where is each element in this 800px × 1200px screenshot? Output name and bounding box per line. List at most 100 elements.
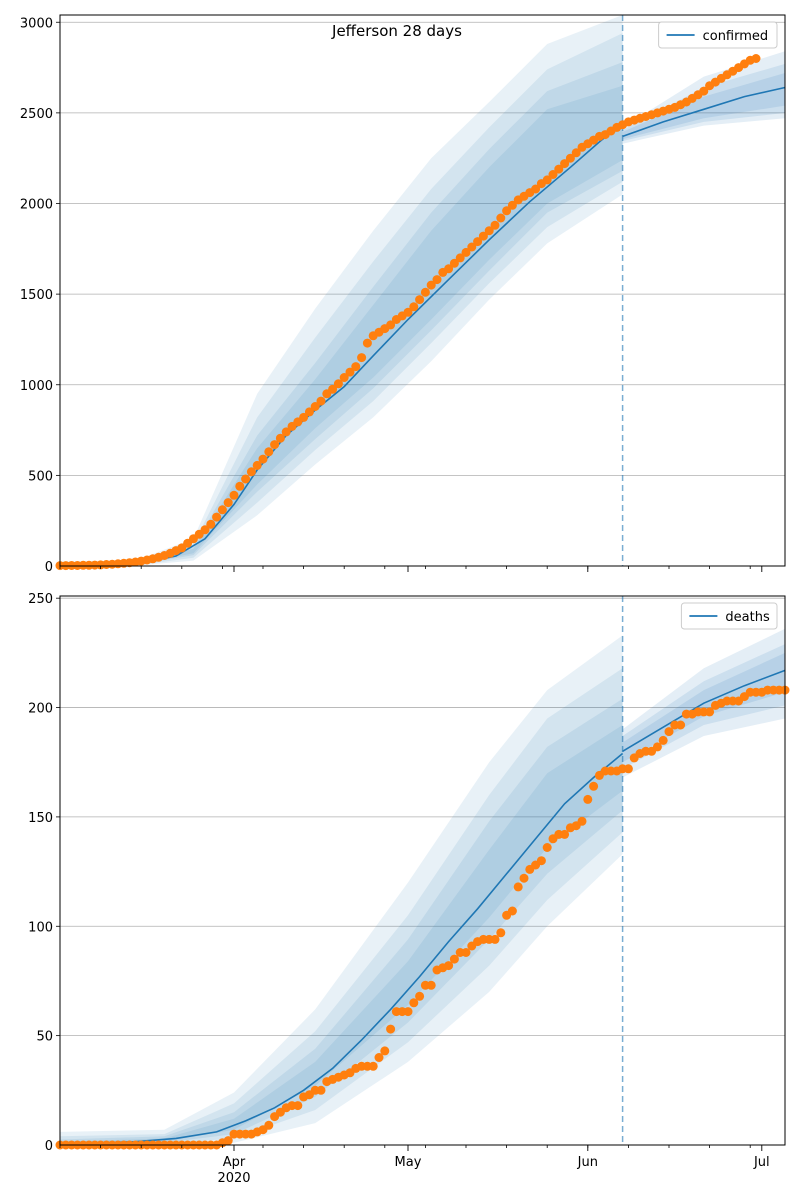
- observed-point: [542, 175, 552, 185]
- y-tick-label: 1500: [20, 288, 53, 303]
- y-tick-label: 2500: [20, 107, 53, 122]
- model-line: [59, 752, 624, 1145]
- observed-point: [565, 153, 575, 163]
- observed-point: [275, 433, 285, 443]
- legend-box: [680, 602, 778, 630]
- observed-point: [571, 148, 581, 158]
- observed-point: [415, 295, 425, 305]
- observed-point: [577, 816, 587, 826]
- y-tick-label: 200: [28, 702, 53, 717]
- observed-point: [513, 882, 523, 892]
- plot-frame: [59, 595, 786, 1146]
- observed-point: [304, 407, 314, 417]
- legend-label: confirmed: [703, 29, 769, 44]
- observed-point: [316, 396, 326, 406]
- observed-point: [542, 843, 552, 852]
- legend-box: [658, 21, 778, 49]
- observed-point: [235, 481, 245, 491]
- observed-point: [496, 213, 506, 223]
- observed-point: [351, 362, 361, 372]
- observed-point: [490, 220, 500, 230]
- observed-point: [432, 275, 442, 285]
- observed-point: [270, 440, 280, 450]
- uncertainty-band: [60, 15, 623, 566]
- observed-point: [328, 384, 338, 394]
- observed-point: [217, 505, 227, 515]
- observed-point: [403, 1007, 413, 1017]
- uncertainty-band: [60, 668, 623, 1145]
- observed-point: [281, 427, 291, 437]
- observed-point: [548, 170, 558, 179]
- observed-point: [206, 519, 216, 529]
- observed-point: [310, 402, 320, 411]
- observed-point: [223, 498, 233, 508]
- observed-point: [415, 991, 425, 1001]
- observed-point: [664, 727, 674, 737]
- y-tick-label: 0: [45, 1139, 53, 1154]
- observed-point: [368, 1061, 378, 1071]
- observed-point: [444, 961, 454, 971]
- x-tick-label: May: [395, 1155, 422, 1170]
- observed-point: [293, 1101, 303, 1111]
- observed-point: [658, 735, 668, 745]
- observed-point: [507, 906, 517, 916]
- observed-point: [386, 320, 396, 330]
- observed-point: [554, 164, 564, 174]
- observed-point: [241, 474, 251, 484]
- observed-point: [536, 856, 546, 866]
- observed-point: [560, 159, 570, 169]
- observed-point: [461, 247, 471, 257]
- observed-point: [496, 928, 506, 938]
- observed-point: [420, 287, 430, 297]
- uncertainty-band: [60, 698, 623, 1145]
- observed-point: [374, 1053, 384, 1062]
- observed-point: [502, 206, 512, 216]
- observed-point: [380, 1046, 390, 1056]
- observed-point: [264, 447, 274, 457]
- uncertainty-band: [60, 635, 623, 1145]
- observed-point: [589, 781, 599, 791]
- y-tick-label: 2000: [20, 198, 53, 213]
- y-tick-label: 1000: [20, 379, 53, 394]
- observed-point: [339, 373, 349, 382]
- observed-point: [560, 829, 570, 839]
- observed-point: [461, 948, 471, 957]
- observed-point: [403, 307, 413, 317]
- observed-point: [316, 1085, 326, 1095]
- observed-point: [357, 353, 367, 363]
- observed-point: [490, 934, 500, 944]
- x-tick-sublabel: 2020: [217, 1171, 250, 1186]
- uncertainty-band: [60, 62, 623, 566]
- observed-point: [362, 338, 372, 348]
- y-tick-label: 100: [28, 920, 53, 935]
- observed-point: [473, 237, 483, 247]
- observed-point: [705, 707, 715, 717]
- confirmed-panel: 0 500 1000 1500 2000 2500 3000 confirmed: [20, 14, 786, 575]
- observed-point: [223, 1136, 233, 1146]
- x-tick-label: Apr: [223, 1155, 246, 1170]
- observed-point: [333, 379, 343, 389]
- legend-label: deaths: [725, 610, 770, 625]
- observed-point: [449, 954, 459, 964]
- y-tick-label: 150: [28, 811, 53, 826]
- y-tick-label: 50: [36, 1030, 53, 1045]
- y-tick-label: 0: [45, 560, 53, 575]
- y-tick-label: 250: [28, 592, 53, 607]
- observed-point: [467, 242, 477, 252]
- observed-point: [299, 412, 309, 422]
- observed-point: [264, 1120, 274, 1130]
- observed-point: [444, 264, 454, 274]
- forecast-line: [622, 86, 786, 138]
- observed-point: [345, 367, 355, 377]
- observed-point: [531, 184, 541, 194]
- observed-point: [676, 720, 686, 730]
- observed-point: [409, 302, 419, 312]
- uncertainty-band: [60, 33, 623, 567]
- observed-point: [409, 998, 419, 1008]
- observed-point: [699, 86, 709, 96]
- observed-point: [519, 873, 529, 883]
- observed-point: [258, 454, 268, 464]
- observed-point: [652, 742, 662, 752]
